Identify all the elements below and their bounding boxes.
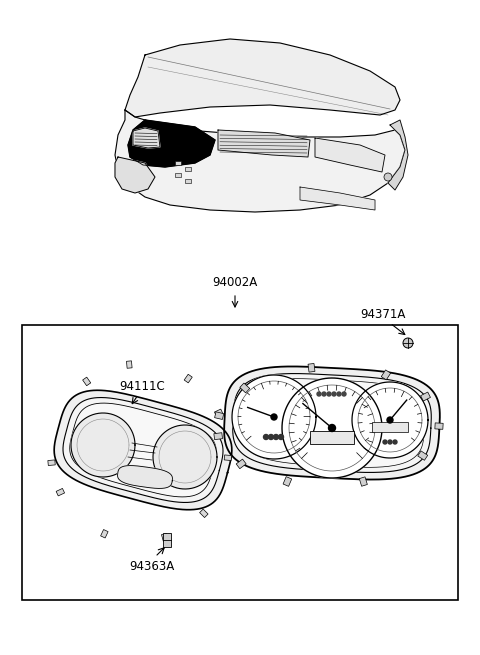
Circle shape — [317, 392, 321, 396]
Circle shape — [264, 434, 268, 440]
Bar — [418, 451, 428, 460]
Bar — [214, 433, 223, 440]
Bar — [184, 374, 192, 383]
Polygon shape — [115, 110, 405, 212]
Bar — [240, 383, 250, 393]
Bar — [185, 179, 191, 183]
Polygon shape — [128, 120, 215, 167]
Polygon shape — [70, 403, 216, 497]
Bar — [236, 459, 246, 469]
Bar — [372, 422, 408, 432]
Text: 94111C: 94111C — [119, 381, 165, 394]
Circle shape — [271, 414, 277, 420]
Text: 94371A: 94371A — [360, 309, 406, 322]
Circle shape — [384, 173, 392, 181]
Bar — [48, 460, 55, 466]
Circle shape — [268, 434, 274, 440]
Polygon shape — [115, 157, 155, 193]
Polygon shape — [282, 378, 382, 478]
Polygon shape — [388, 120, 408, 190]
Bar — [224, 455, 231, 460]
Bar — [420, 392, 431, 401]
Polygon shape — [224, 366, 440, 479]
Polygon shape — [153, 425, 217, 489]
Bar — [360, 477, 367, 486]
Circle shape — [327, 392, 331, 396]
Bar — [308, 364, 315, 372]
Bar — [175, 161, 181, 165]
Polygon shape — [63, 398, 223, 502]
Circle shape — [332, 392, 336, 396]
Text: 94002A: 94002A — [212, 276, 258, 290]
Bar — [185, 167, 191, 171]
Polygon shape — [71, 413, 135, 477]
Text: 94363A: 94363A — [130, 561, 175, 574]
Polygon shape — [125, 39, 400, 117]
Circle shape — [337, 392, 341, 396]
Polygon shape — [118, 466, 172, 489]
Circle shape — [322, 392, 326, 396]
Bar — [283, 477, 292, 486]
Circle shape — [328, 424, 336, 432]
Bar — [22, 325, 458, 600]
Bar — [83, 377, 91, 386]
Bar — [101, 529, 108, 538]
Polygon shape — [218, 130, 310, 157]
Circle shape — [403, 338, 413, 348]
Bar — [127, 361, 132, 368]
Bar — [161, 533, 168, 542]
Polygon shape — [233, 373, 431, 472]
Circle shape — [274, 434, 278, 440]
Circle shape — [388, 440, 392, 444]
Circle shape — [278, 434, 284, 440]
Bar — [163, 533, 171, 547]
Polygon shape — [232, 375, 316, 459]
Bar — [215, 409, 223, 417]
Bar — [175, 173, 181, 177]
Polygon shape — [352, 382, 428, 458]
Bar — [215, 412, 224, 419]
Polygon shape — [54, 390, 232, 510]
Bar — [200, 509, 208, 517]
Circle shape — [383, 440, 387, 444]
Circle shape — [342, 392, 346, 396]
Bar — [381, 370, 391, 380]
Polygon shape — [133, 128, 160, 148]
Circle shape — [393, 440, 397, 444]
Bar — [56, 489, 65, 496]
Polygon shape — [300, 187, 375, 210]
Polygon shape — [315, 138, 385, 172]
Polygon shape — [239, 379, 425, 468]
Bar — [310, 431, 354, 444]
Circle shape — [387, 417, 393, 423]
Bar — [435, 423, 443, 429]
